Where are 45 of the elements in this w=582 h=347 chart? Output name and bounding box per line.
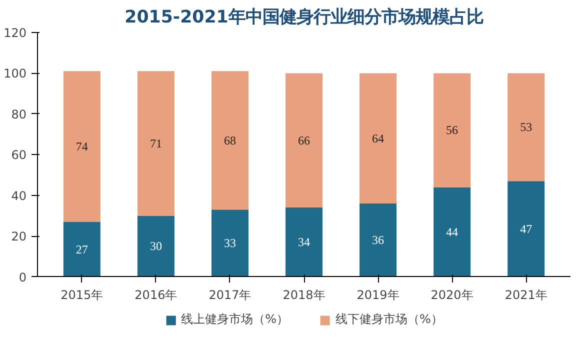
data-label: 68 [224,133,236,148]
x-tick-label: 2020年 [430,288,474,302]
bar [360,203,397,277]
data-label: 71 [150,136,162,150]
legend-label: 线下健身市场（%） [336,311,443,328]
bar [434,73,471,188]
y-tick-label: 120 [4,26,26,40]
bar [137,71,174,216]
data-label: 66 [298,133,310,148]
bar [508,181,545,277]
chart-title: 2015-2021年中国健身行业细分市场规模占比 [124,8,484,28]
legend-label: 线上健身市场（%） [181,311,288,328]
bar [63,71,100,222]
x-tick-label: 2015年 [60,288,104,302]
data-label: 47 [520,222,532,236]
x-tick-label: 2018年 [282,288,326,302]
bar [434,187,471,277]
x-tick-label: 2016年 [134,288,178,302]
bar [137,216,174,277]
bar [360,73,397,204]
x-tick-label: 2017年 [208,288,252,302]
data-label: 44 [446,224,458,239]
y-tick-label: 100 [4,66,26,81]
y-tick-label: 80 [11,107,27,122]
bar [285,73,323,208]
y-tick-label: 60 [11,148,27,162]
data-label: 34 [298,235,310,250]
bar [211,210,248,277]
bar [285,208,323,277]
bar [508,73,545,182]
data-label: 33 [224,236,236,250]
x-tick-label: 2021年 [504,288,548,302]
data-label: 27 [76,242,88,256]
data-label: 74 [76,139,88,154]
data-label: 53 [520,120,532,134]
data-label: 56 [446,123,458,138]
data-label: 30 [150,239,162,254]
bar [63,222,100,277]
x-tick-label: 2019年 [356,288,400,302]
data-label: 36 [372,233,384,248]
y-tick-label: 0 [18,270,27,284]
bar [211,71,248,210]
y-tick-label: 40 [11,188,27,203]
y-tick-label: 20 [11,230,27,244]
data-label: 64 [372,131,384,146]
